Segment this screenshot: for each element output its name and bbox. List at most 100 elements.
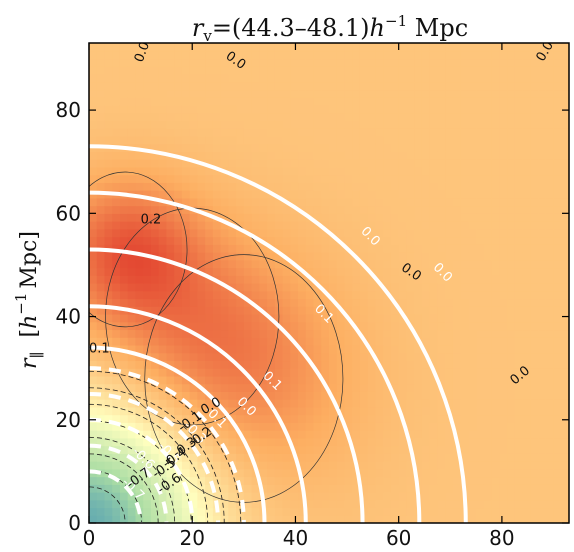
- heatmap-cell: [197, 73, 206, 83]
- heatmap-cell: [135, 97, 144, 106]
- y-tick-label: 20: [56, 408, 81, 432]
- heatmap-cell: [298, 190, 307, 199]
- heatmap-cell: [282, 375, 291, 385]
- heatmap-cell: [561, 360, 569, 369]
- heatmap-cell: [538, 112, 547, 122]
- heatmap-cell: [150, 453, 160, 462]
- heatmap-cell: [414, 112, 423, 122]
- heatmap-cell: [414, 120, 423, 129]
- heatmap-cell: [561, 236, 569, 245]
- heatmap-cell: [158, 344, 168, 354]
- heatmap-cell: [414, 352, 423, 362]
- heatmap-cell: [460, 97, 469, 106]
- heatmap-cell: [429, 252, 438, 261]
- heatmap-cell: [468, 73, 477, 83]
- heatmap-cell: [491, 151, 500, 160]
- heatmap-cell: [274, 391, 284, 400]
- heatmap-cell: [135, 290, 144, 300]
- heatmap-cell: [298, 499, 307, 509]
- heatmap-cell: [150, 422, 160, 431]
- heatmap-cell: [313, 143, 322, 152]
- heatmap-cell: [298, 329, 307, 338]
- heatmap-cell: [390, 290, 400, 300]
- heatmap-cell: [491, 112, 500, 122]
- heatmap-cell: [367, 252, 377, 261]
- heatmap-cell: [205, 104, 214, 114]
- heatmap-cell: [375, 414, 384, 423]
- heatmap-cell: [344, 321, 353, 331]
- heatmap-cell: [561, 484, 569, 493]
- heatmap-cell: [483, 406, 493, 416]
- heatmap-cell: [189, 515, 198, 523]
- heatmap-cell: [491, 190, 500, 199]
- heatmap-cell: [290, 174, 299, 183]
- heatmap-cell: [460, 197, 469, 207]
- heatmap-cell: [127, 267, 137, 276]
- heatmap-cell: [119, 290, 129, 300]
- heatmap-cell: [390, 120, 400, 129]
- heatmap-cell: [135, 437, 144, 447]
- heatmap-cell: [561, 151, 569, 160]
- heatmap-cell: [352, 259, 361, 269]
- heatmap-cell: [305, 352, 315, 362]
- heatmap-cell: [243, 499, 253, 509]
- heatmap-cell: [390, 383, 400, 392]
- heatmap-cell: [251, 515, 260, 523]
- heatmap-cell: [538, 267, 547, 276]
- heatmap-cell: [421, 58, 431, 67]
- heatmap-cell: [243, 290, 253, 300]
- heatmap-cell: [298, 414, 307, 423]
- heatmap-cell: [305, 112, 315, 122]
- heatmap-cell: [104, 58, 113, 67]
- heatmap-cell: [561, 499, 569, 509]
- heatmap-cell: [119, 321, 129, 331]
- heatmap-cell: [491, 120, 500, 129]
- heatmap-cell: [538, 352, 547, 362]
- heatmap-cell: [445, 66, 454, 75]
- heatmap-cell: [468, 290, 477, 300]
- heatmap-cell: [483, 120, 493, 129]
- heatmap-cell: [321, 244, 330, 253]
- heatmap-cell: [158, 213, 168, 222]
- heatmap-cell: [274, 244, 284, 253]
- heatmap-cell: [158, 391, 168, 400]
- heatmap-cell: [530, 453, 539, 462]
- heatmap-cell: [514, 221, 524, 230]
- heatmap-cell: [468, 151, 477, 160]
- x-tick-label: 0: [83, 526, 96, 550]
- heatmap-cell: [352, 313, 361, 323]
- heatmap-cell: [445, 151, 454, 160]
- heatmap-cell: [259, 66, 268, 75]
- heatmap-cell: [181, 190, 191, 199]
- y-tick-label: 80: [56, 98, 81, 122]
- heatmap-cell: [375, 329, 384, 338]
- heatmap-cell: [538, 383, 547, 392]
- heatmap-cell: [530, 205, 539, 214]
- heatmap-cell: [305, 267, 315, 276]
- heatmap-cell: [220, 174, 229, 183]
- heatmap-cell: [112, 306, 121, 315]
- heatmap-cell: [375, 221, 384, 230]
- heatmap-cell: [367, 97, 377, 106]
- heatmap-cell: [228, 112, 237, 122]
- heatmap-cell: [545, 468, 555, 478]
- heatmap-cell: [367, 89, 377, 98]
- heatmap-cell: [228, 515, 237, 523]
- heatmap-cell: [166, 128, 175, 137]
- heatmap-cell: [437, 375, 446, 385]
- heatmap-cell: [390, 58, 400, 67]
- heatmap-cell: [321, 360, 330, 369]
- heatmap-cell: [104, 89, 113, 98]
- heatmap-cell: [321, 174, 330, 183]
- heatmap-cell: [483, 329, 493, 338]
- heatmap-cell: [166, 120, 175, 129]
- heatmap-cell: [383, 515, 392, 523]
- heatmap-cell: [561, 205, 569, 214]
- heatmap-cell: [150, 190, 160, 199]
- heatmap-cell: [390, 135, 400, 145]
- heatmap-cell: [189, 406, 198, 416]
- heatmap-cell: [251, 190, 260, 199]
- heatmap-cell: [228, 445, 237, 454]
- heatmap-cell: [236, 221, 245, 230]
- heatmap-cell: [150, 221, 160, 230]
